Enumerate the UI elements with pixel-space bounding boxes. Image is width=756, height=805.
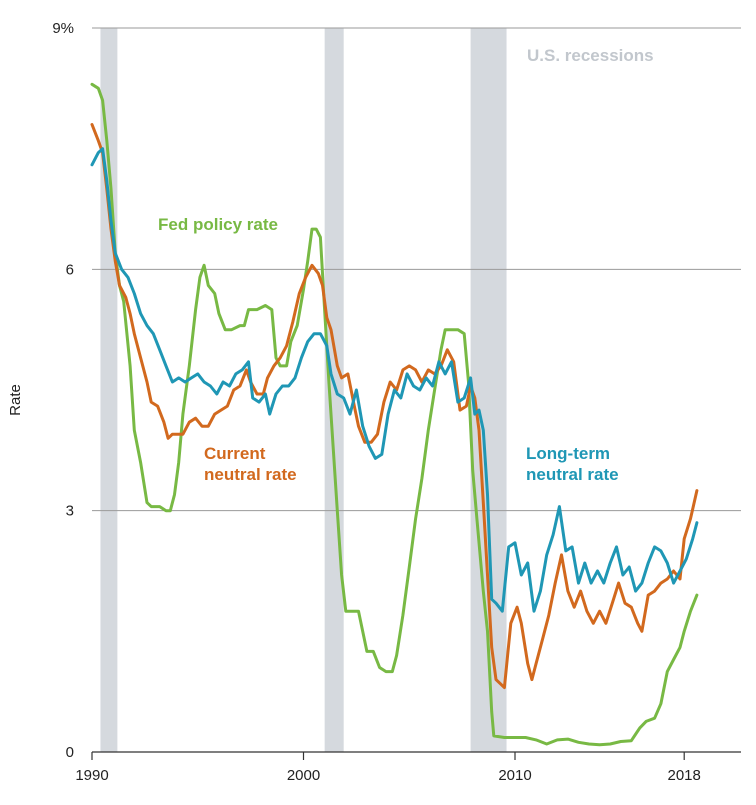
x-tick-label: 2018 [668, 767, 701, 784]
axes: 0 3 6 9% 1990 2000 2010 2018 [52, 20, 741, 784]
recession-band-1 [100, 28, 118, 752]
annotations: U.S. recessions Rate Fed policy rate Curr… [7, 46, 654, 484]
recession-bands [100, 28, 507, 752]
series-label-2: Current neutral rate [204, 444, 297, 484]
y-tick-label: 9% [52, 20, 74, 37]
x-tick-label: 1990 [75, 767, 108, 784]
gridlines [92, 27, 741, 512]
x-tick-label: 2010 [498, 767, 531, 784]
series-label-1: Fed policy rate [158, 215, 278, 234]
y-tick-label: 3 [66, 503, 74, 520]
y-tick-label: 0 [66, 744, 74, 761]
series-line-3 [90, 147, 699, 613]
x-tick-label: 2000 [287, 767, 320, 784]
series-line-1 [90, 82, 699, 747]
series-line-2 [90, 123, 699, 690]
series-lines [90, 82, 699, 747]
recession-band-2 [324, 28, 344, 752]
series-label-3: Long-term neutral rate [526, 444, 619, 484]
recession-legend-label: U.S. recessions [527, 46, 654, 65]
y-tick-label: 6 [66, 261, 74, 278]
y-axis-title: Rate [7, 384, 24, 416]
